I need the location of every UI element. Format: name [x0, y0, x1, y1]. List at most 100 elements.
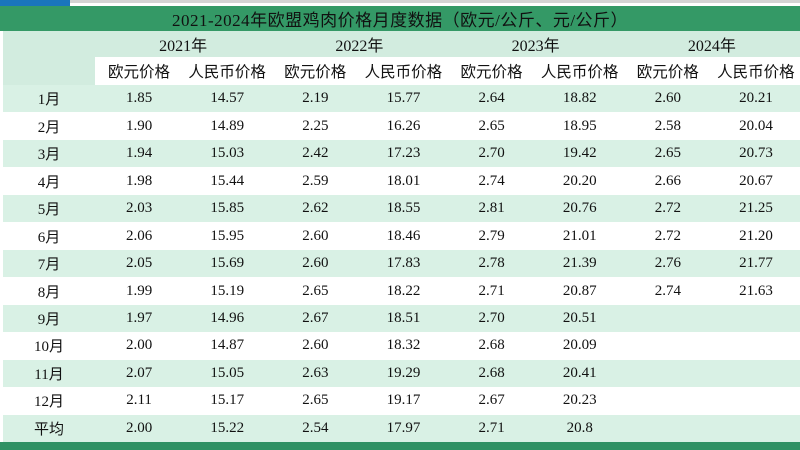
year-header-cell: 2024年	[687, 38, 736, 55]
column-header-cell: 欧元价格	[108, 64, 171, 81]
value-cell: 2.67	[478, 392, 505, 409]
value-cell: 2.07	[125, 364, 153, 381]
month-label-cell: 平均	[33, 421, 64, 438]
value-cell: 21.20	[739, 227, 773, 244]
table-title: 2021-2024年欧盟鸡肉价格月度数据（欧元/公斤、元/公斤）	[171, 11, 629, 30]
column-header-cell: 欧元价格	[636, 64, 699, 81]
value-cell: 14.57	[210, 90, 245, 107]
value-cell: 15.77	[386, 90, 421, 107]
column-header-cell: 人民币价格	[717, 64, 795, 81]
value-cell: 2.60	[654, 90, 681, 107]
value-cell: 20.87	[562, 282, 597, 299]
value-cell: 2.11	[126, 392, 152, 409]
value-cell: 19.42	[562, 145, 597, 162]
value-cell: 15.17	[210, 392, 245, 409]
value-cell: 20.21	[739, 90, 773, 107]
value-cell: 2.65	[302, 282, 329, 299]
value-cell: 18.46	[386, 227, 421, 244]
table-row: 8月 1.99 15.19 2.65 18.22 2.71 20.87 2.74 21.63	[3, 277, 800, 305]
value-cell: 2.71	[478, 419, 505, 436]
value-cell: 2.76	[654, 255, 681, 272]
value-cell: 18.01	[386, 172, 421, 189]
value-cell: 15.44	[210, 172, 245, 189]
table-row: 2月 1.90 14.89 2.25 16.26 2.65 18.95 2.58 20.04	[3, 112, 800, 140]
month-label-cell: 8月	[37, 284, 61, 301]
value-cell: 20.73	[739, 145, 773, 162]
value-cell: 2.72	[654, 227, 681, 244]
value-cell: 2.03	[125, 200, 153, 217]
value-cell: 18.55	[386, 200, 421, 217]
value-cell: 20.20	[562, 172, 597, 189]
value-cell: 2.06	[125, 227, 153, 244]
value-cell: 2.25	[302, 117, 329, 134]
year-header-cell: 2021年	[159, 38, 208, 55]
value-cell: 2.67	[302, 309, 329, 326]
value-cell: 2.54	[302, 419, 329, 436]
table-row: 6月 2.06 15.95 2.60 18.46 2.79 21.01 2.72 21.20	[3, 222, 800, 250]
value-cell: 2.00	[125, 419, 153, 436]
value-cell: 15.19	[210, 282, 245, 299]
value-cell: 15.95	[210, 227, 245, 244]
value-cell: 20.41	[562, 364, 597, 381]
table-row: 3月 1.94 15.03 2.42 17.23 2.70 19.42 2.65 20.73	[3, 139, 800, 168]
month-label-cell: 10月	[33, 339, 64, 356]
value-cell: 2.70	[478, 145, 505, 162]
value-cell: 2.65	[654, 145, 681, 162]
value-cell: 16.26	[386, 117, 421, 134]
value-cell: 2.64	[478, 90, 505, 107]
value-cell: 2.60	[302, 227, 329, 244]
value-cell: 18.51	[386, 309, 421, 326]
value-cell: 2.66	[654, 172, 681, 189]
value-cell: 20.04	[739, 117, 773, 134]
value-cell: 20.67	[739, 172, 773, 189]
value-cell: 21.25	[739, 200, 773, 217]
table-body: 1月 1.85 14.57 2.19 15.77 2.64 18.82 2.60 20.21 2月…	[0, 85, 800, 443]
value-cell: 18.82	[562, 90, 597, 107]
column-header-cell: 欧元价格	[460, 64, 523, 81]
gray-accent-bar	[70, 0, 800, 3]
value-cell: 1.97	[125, 309, 153, 326]
month-label-cell: 4月	[37, 174, 61, 191]
value-cell: 21.63	[739, 282, 773, 299]
value-cell: 2.60	[302, 337, 329, 354]
month-label-cell: 5月	[37, 202, 61, 219]
value-cell: 2.68	[478, 364, 505, 381]
value-cell: 2.74	[654, 282, 681, 299]
value-cell: 2.65	[478, 117, 505, 134]
value-cell: 1.98	[125, 172, 153, 189]
value-cell: 20.51	[562, 309, 597, 326]
value-cell: 2.72	[654, 200, 681, 217]
column-header-cell: 人民币价格	[540, 64, 619, 81]
value-cell: 2.71	[478, 282, 505, 299]
month-label-cell: 2月	[37, 119, 61, 136]
value-cell: 15.69	[210, 255, 245, 272]
value-cell: 2.63	[302, 364, 329, 381]
blue-accent-bar	[0, 0, 70, 6]
month-label-cell: 6月	[37, 229, 61, 246]
bottom-border-bar	[0, 442, 800, 450]
table-row: 5月 2.03 15.85 2.62 18.55 2.81 20.76 2.72 21.25	[3, 194, 800, 223]
value-cell: 2.78	[478, 255, 505, 272]
value-cell: 14.89	[210, 117, 245, 134]
value-cell: 2.65	[302, 392, 329, 409]
column-header-cell: 人民币价格	[364, 64, 443, 81]
value-cell: 15.03	[210, 145, 245, 162]
value-cell: 2.74	[478, 172, 505, 189]
value-cell: 21.77	[739, 255, 773, 272]
table-row: 11月 2.07 15.05 2.63 19.29 2.68 20.41	[3, 359, 800, 388]
value-cell: 15.22	[210, 419, 245, 436]
table-title-bar: 2021-2024年欧盟鸡肉价格月度数据（欧元/公斤、元/公斤）	[0, 6, 800, 31]
table-row: 4月 1.98 15.44 2.59 18.01 2.74 20.20 2.66 20.67	[3, 167, 800, 195]
table-row: 1月 1.85 14.57 2.19 15.77 2.64 18.82 2.60 20.21	[3, 85, 800, 113]
table-row: 10月 2.00 14.87 2.60 18.32 2.68 20.09	[3, 332, 800, 360]
value-cell: 1.94	[125, 145, 153, 162]
value-cell: 2.81	[478, 200, 505, 217]
value-cell: 2.05	[125, 255, 153, 272]
value-cell: 2.79	[478, 227, 505, 244]
value-cell: 15.85	[210, 200, 245, 217]
table-row: 12月 2.11 15.17 2.65 19.17 2.67 20.23	[3, 387, 800, 415]
value-cell: 20.8	[566, 419, 593, 436]
value-cell: 19.17	[386, 392, 421, 409]
value-cell: 18.95	[562, 117, 597, 134]
